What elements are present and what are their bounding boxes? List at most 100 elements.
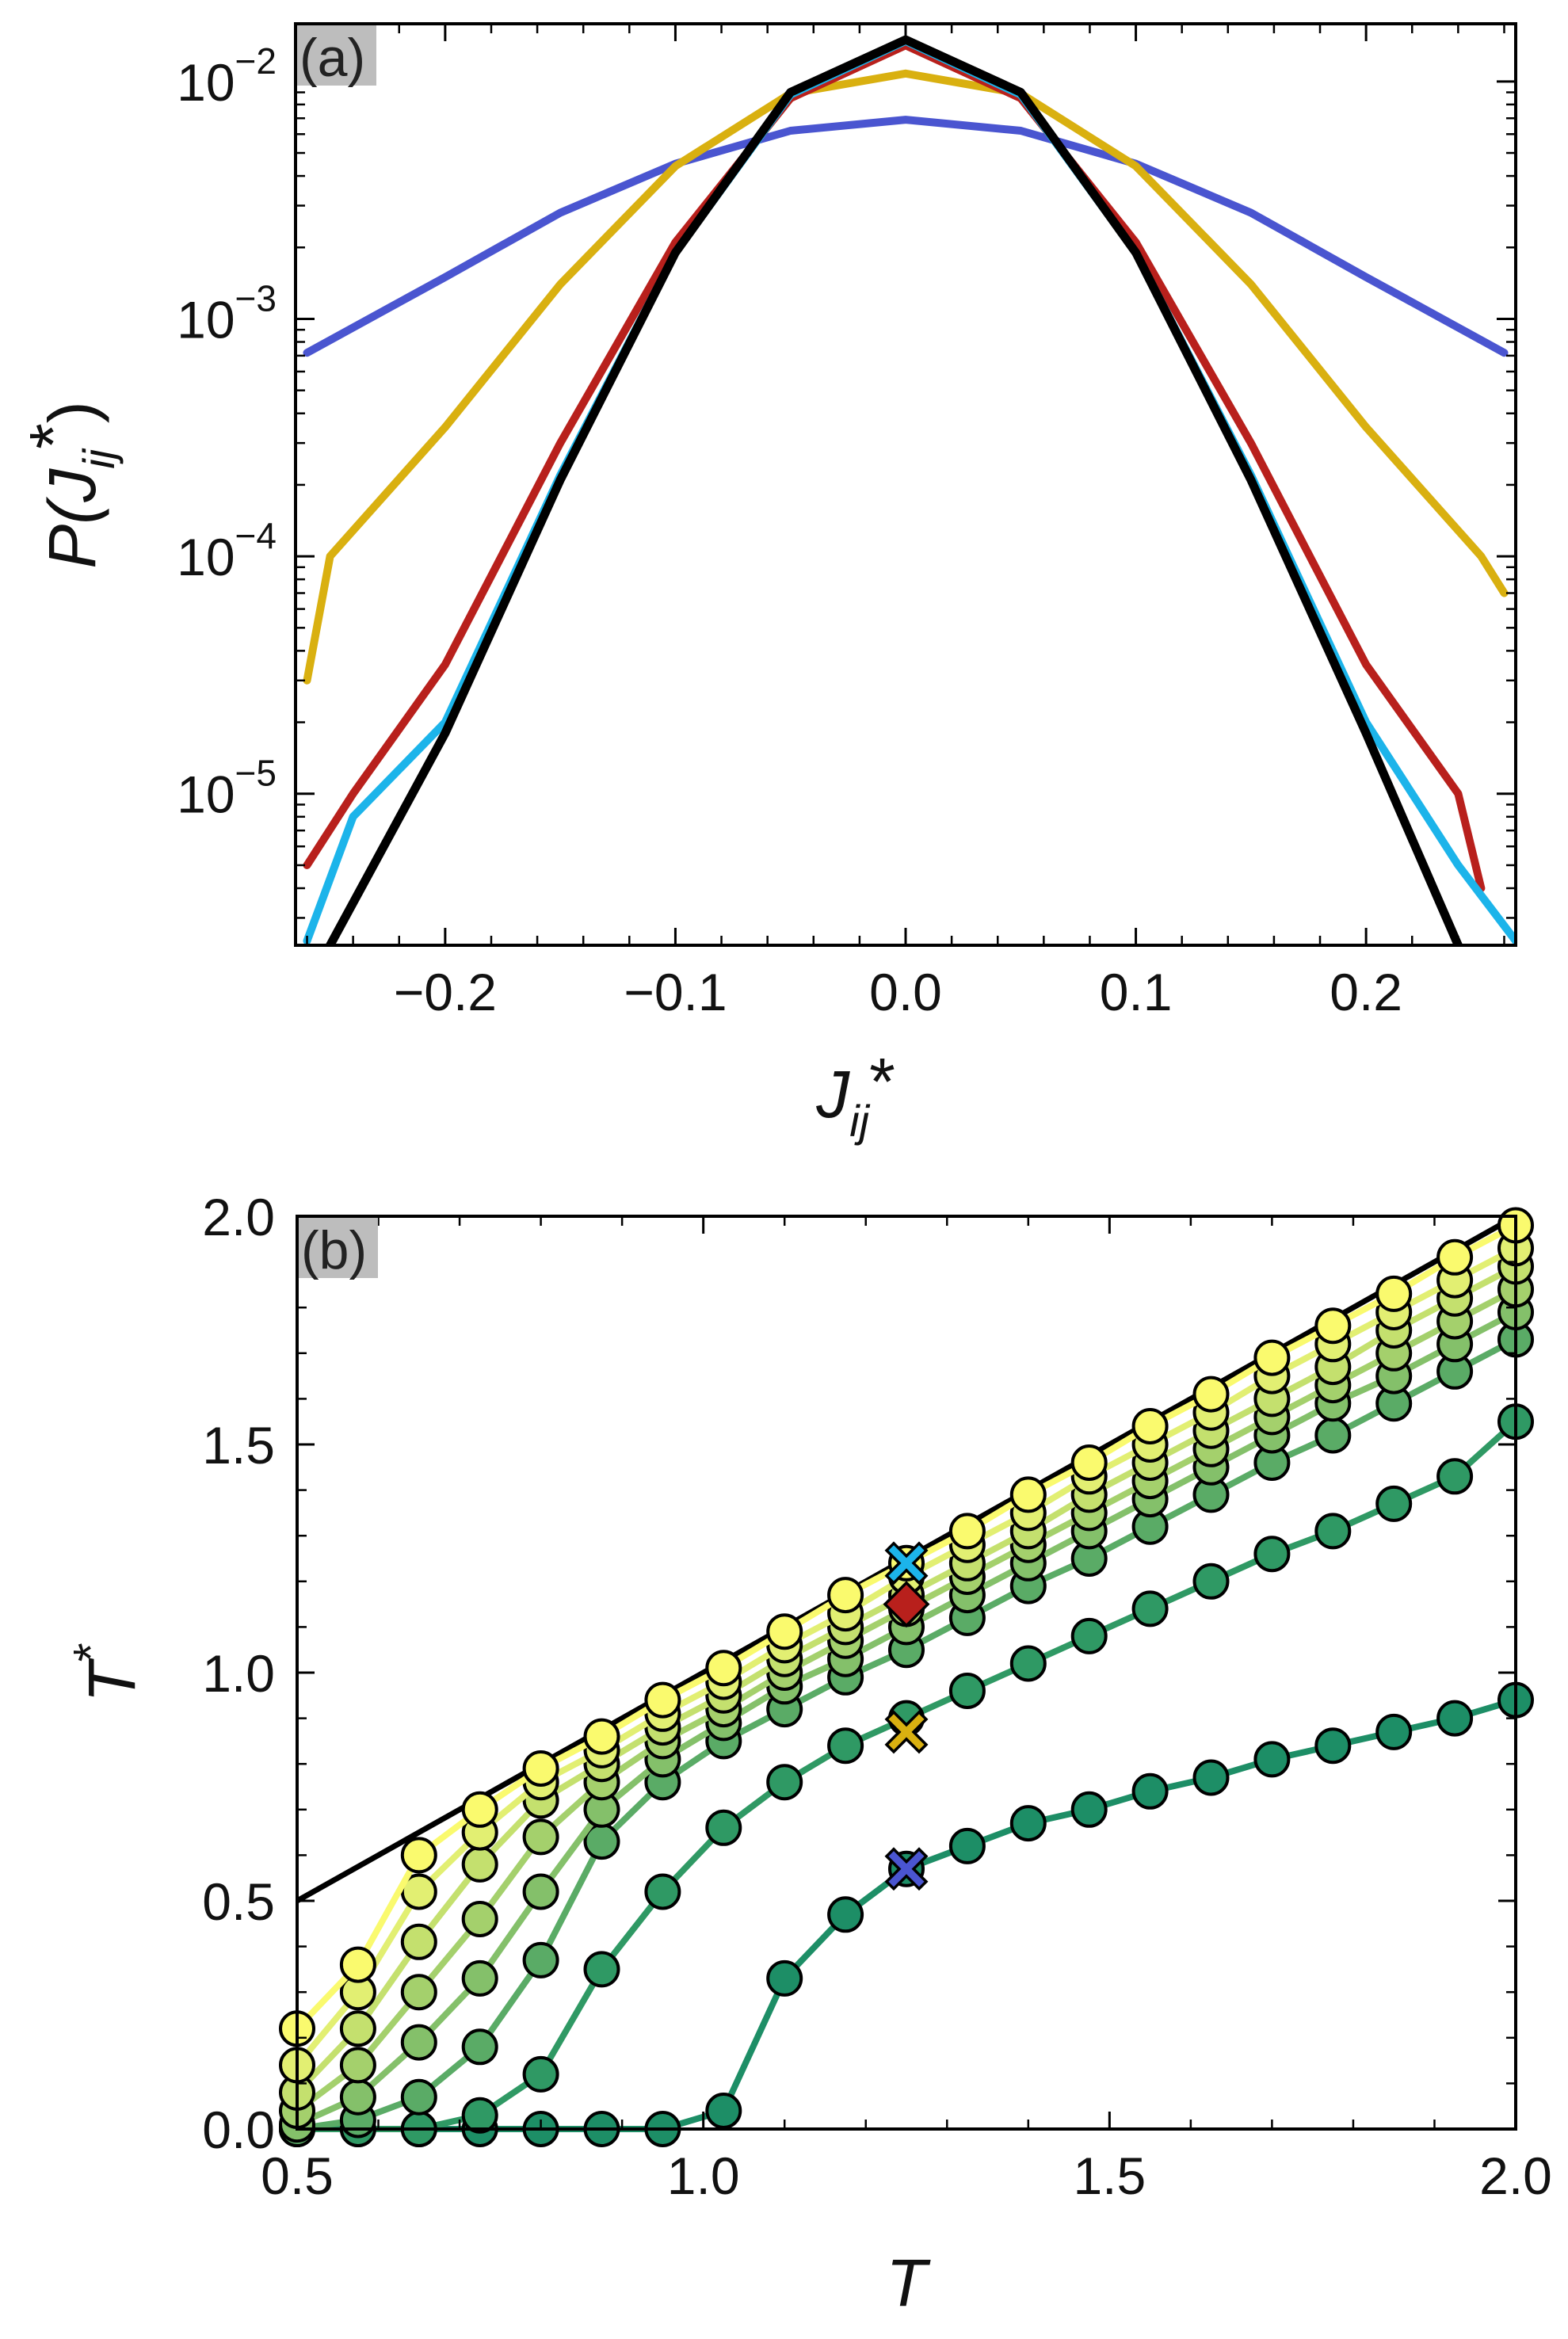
series-s7-point: [1436, 1458, 1474, 1495]
series-s4-point: [522, 1818, 559, 1856]
b-ytick-label: 2.0: [202, 1188, 275, 1246]
a-xtick-label: −0.2: [394, 963, 497, 1021]
gold-cross-marker: [884, 1710, 929, 1754]
series-s1-point: [1131, 1408, 1169, 1444]
series-s6-point: [522, 1941, 559, 1978]
series-black-line: [326, 35, 1463, 945]
series-s1-point: [1375, 1275, 1413, 1312]
panel-b-label-box: [299, 1218, 378, 1278]
panel-a-xlabel-sup: *: [869, 1044, 895, 1119]
panel-a-label-box: [297, 25, 376, 86]
a-ytick-label: 10−4: [177, 515, 277, 586]
series-s7-point: [1192, 1563, 1230, 1600]
series-s1-point: [948, 1513, 986, 1550]
series-s3-point: [339, 2010, 376, 2047]
panel-b: 0.5 1.0 1.5 2.00.00.51.01.52.0 (b) T T*: [64, 1188, 1552, 2320]
panel-b-ylabel: T*: [64, 1643, 149, 1702]
series-s7-point: [1131, 1590, 1169, 1627]
series-s8-point: [1314, 1727, 1352, 1765]
a-xtick-label: 0.1: [1100, 963, 1173, 1021]
series-s1-point: [400, 1837, 437, 1874]
series-s8-point: [766, 1959, 803, 1997]
series-s1-point: [1009, 1476, 1047, 1513]
series-s5-point: [522, 1873, 559, 1910]
series-s1-point: [522, 1750, 559, 1787]
series-blue-line: [303, 116, 1509, 357]
b-xtick-label: 0.5: [261, 2146, 334, 2205]
b-xtick-label: 1.0: [667, 2146, 740, 2205]
series-s1-point: [583, 1718, 620, 1755]
series-s5-point: [339, 2078, 376, 2116]
series-s7-point: [644, 1873, 681, 1910]
b-xtick-label: 2.0: [1479, 2146, 1552, 2205]
series-s8-point: [705, 2093, 742, 2129]
series-s1-point: [705, 1650, 742, 1687]
b-ytick-label: 1.5: [202, 1416, 275, 1475]
series-s1-point: [461, 1791, 498, 1828]
series-s8-point: [1009, 1805, 1047, 1842]
series-s1-point: [766, 1613, 803, 1650]
series-s7-point: [1009, 1645, 1047, 1682]
series-gold-line: [303, 69, 1509, 685]
series-s3-point: [400, 1923, 437, 1960]
panel-a-ylabel: P(Jij*): [16, 401, 124, 569]
series-s7-point: [1314, 1513, 1352, 1550]
panel-a-ticks: −0.2 −0.1 0.0 0.1 0.2 10−2 10−3 10−4 10−5: [177, 24, 1516, 1021]
series-s7-point: [1253, 1536, 1291, 1573]
series-s8-point: [1375, 1713, 1413, 1750]
b-ytick-label: 1.0: [202, 1644, 275, 1703]
series-s8-point: [827, 1896, 864, 1933]
panel-a-xlabel-main: J: [815, 1057, 850, 1131]
series-s8-point: [1436, 1700, 1474, 1737]
series-s8-point: [1070, 1791, 1108, 1828]
panel-a-series-group: [303, 35, 1516, 945]
cyan-cross-marker: [884, 1541, 929, 1585]
a-ytick-label: 10−5: [177, 753, 277, 824]
series-s7-point: [827, 1727, 864, 1765]
series-s7-point: [705, 1809, 742, 1846]
series-s8-point: [1192, 1759, 1230, 1796]
series-s4-point: [339, 2047, 376, 2084]
series-s6-point: [1314, 1417, 1352, 1454]
series-s7-point: [766, 1764, 803, 1801]
panel-b-label: (b): [301, 1220, 367, 1280]
series-s2-point: [400, 1873, 437, 1910]
a-ytick-label: 10−3: [177, 277, 277, 349]
series-s7-point: [522, 2055, 559, 2093]
panel-b-xlabel: T: [886, 2246, 931, 2320]
panel-b-ylabel-main: T: [74, 1658, 149, 1703]
series-s7-point: [461, 2097, 498, 2134]
series-s1-point: [1192, 1376, 1230, 1413]
panel-a-ylabel-sup: *: [16, 423, 90, 449]
series-s1-point: [644, 1681, 681, 1719]
series-s4-point: [400, 1974, 437, 2011]
a-ytick-label: 10−2: [177, 40, 277, 112]
series-s1-point: [827, 1577, 864, 1614]
series-s1: [279, 1207, 1534, 2047]
a-xtick-label: −0.1: [624, 963, 727, 1021]
panel-b-series-group: [279, 1207, 1534, 2147]
a-xtick-label: 0.2: [1330, 963, 1402, 1021]
series-s7-point: [583, 1951, 620, 1988]
series-s4-point: [461, 1901, 498, 1937]
series-s7-point: [948, 1673, 986, 1709]
series-s1-point: [1253, 1339, 1291, 1376]
b-xtick-label: 1.5: [1073, 2146, 1146, 2205]
series-s8-point: [1131, 1772, 1169, 1810]
series-s1-point: [1436, 1238, 1474, 1276]
panel-b-ticks: 0.5 1.0 1.5 2.00.00.51.01.52.0: [202, 1188, 1552, 2205]
panel-a-ylabel-sub: ij: [74, 448, 124, 468]
panel-b-ylabel-sup: *: [64, 1643, 119, 1662]
series-s7-point: [1375, 1485, 1413, 1522]
series-s5-point: [461, 1959, 498, 1997]
series-red-line: [303, 41, 1486, 892]
series-s8-point: [948, 1827, 986, 1864]
panel-a-frame: [294, 22, 1517, 947]
panel-a-ylabel-close: ): [35, 401, 109, 423]
series-s5-point: [400, 2024, 437, 2061]
panel-b-markers: [883, 1541, 930, 1891]
panel-a-label: (a): [299, 28, 365, 88]
a-xtick-label: 0.0: [869, 963, 942, 1021]
panel-a: −0.2 −0.1 0.0 0.1 0.2 10−2 10−3 10−4 10−5 (a) Ji…: [16, 22, 1517, 1146]
